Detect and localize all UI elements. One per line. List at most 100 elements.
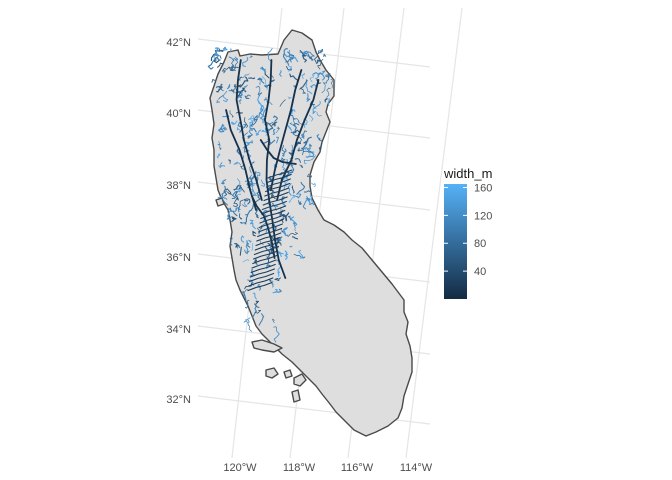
river-segment (243, 198, 251, 205)
river-segment (260, 179, 266, 187)
river-segment (267, 169, 293, 179)
river-segment (272, 129, 276, 135)
river-segment (264, 187, 290, 197)
river-segment (318, 137, 323, 142)
legend-colorbar (444, 184, 467, 299)
lat-tick-label: 34°N (166, 324, 191, 336)
river-segment (219, 165, 225, 167)
river-segment (310, 84, 317, 89)
river-segment (272, 121, 278, 125)
river-segment (237, 87, 245, 97)
river-segment (287, 183, 292, 196)
river-segment (239, 246, 242, 256)
lat-tick-label: 38°N (166, 180, 191, 192)
river-segment (303, 155, 316, 164)
river-segment (238, 73, 250, 79)
river-segment (288, 194, 295, 203)
river-segment (232, 56, 238, 61)
river-segment (303, 150, 312, 153)
river-segment (213, 47, 219, 58)
river-segment (266, 262, 269, 269)
river-segment (321, 81, 326, 94)
river-segment (251, 303, 257, 319)
island-farallon (215, 197, 225, 207)
river-segment (324, 98, 328, 103)
river-segment (265, 178, 291, 188)
river-segment (252, 292, 257, 300)
river-segment (269, 69, 303, 191)
river-segment (303, 136, 312, 148)
lon-tick-label: 114°W (400, 462, 433, 474)
river-segment (243, 317, 251, 323)
river-segment (255, 236, 281, 247)
river-segment (255, 208, 259, 219)
river-segment (273, 326, 280, 343)
river-segment (247, 134, 253, 139)
river-segment (257, 284, 262, 291)
river-segment (244, 249, 248, 255)
river-segment (274, 277, 281, 282)
river-segment (285, 212, 290, 221)
river-segment (301, 133, 305, 139)
river-segment (284, 250, 289, 260)
river-segment (215, 85, 223, 91)
river-segment (293, 222, 298, 232)
river-segment (263, 191, 289, 202)
river-segment (244, 214, 249, 225)
river-segment (230, 65, 236, 72)
river-segment (234, 59, 239, 67)
river-segment (270, 79, 275, 83)
river-segment (217, 62, 224, 68)
river-segment (218, 95, 224, 100)
river-segment (285, 232, 298, 237)
island-san-nicolas (283, 369, 293, 379)
river-segment (291, 144, 295, 156)
river-segment (270, 280, 275, 285)
river-segment (239, 222, 245, 224)
river-segment (258, 313, 265, 326)
river-segment (293, 84, 298, 88)
river-segment (247, 115, 254, 124)
river-segment (217, 141, 221, 147)
river-segment (237, 88, 244, 99)
river-segment (314, 55, 319, 64)
river-segment (280, 157, 286, 162)
river-segment (262, 209, 269, 218)
river-segment (278, 212, 287, 217)
land-region (209, 29, 413, 437)
river-segment (229, 66, 239, 71)
river-segment (279, 70, 282, 77)
river-segment (279, 99, 286, 107)
lat-tick-label: 42°N (166, 37, 191, 49)
river-segment (242, 259, 250, 263)
river-segment (267, 48, 273, 62)
river-segment (296, 181, 306, 195)
river-segment (291, 236, 299, 240)
river-segment (225, 109, 257, 211)
river-segment (240, 235, 245, 243)
river-segment (248, 277, 274, 287)
river-segment (235, 111, 243, 114)
longitude-axis: 120°W 118°W 116°W 114°W (223, 462, 432, 474)
river-segment (216, 153, 221, 159)
river-segment (257, 77, 265, 84)
river-segment (259, 139, 297, 165)
river-segment (323, 53, 327, 57)
river-segment (273, 115, 278, 122)
river-segment (287, 215, 292, 221)
island-catalina (293, 373, 307, 387)
river-segment (284, 180, 288, 187)
river-segment (247, 319, 252, 332)
river-segment (233, 161, 242, 166)
river-segment (309, 193, 314, 203)
river-segment (306, 93, 311, 102)
river-segment (260, 226, 263, 230)
river-segment (260, 66, 266, 71)
river-segment (326, 87, 331, 98)
river-segment (292, 129, 300, 133)
river-segment (207, 58, 216, 70)
legend-tick-label: 160 (474, 182, 492, 194)
river-segment (241, 200, 248, 207)
river-segment (227, 83, 231, 90)
